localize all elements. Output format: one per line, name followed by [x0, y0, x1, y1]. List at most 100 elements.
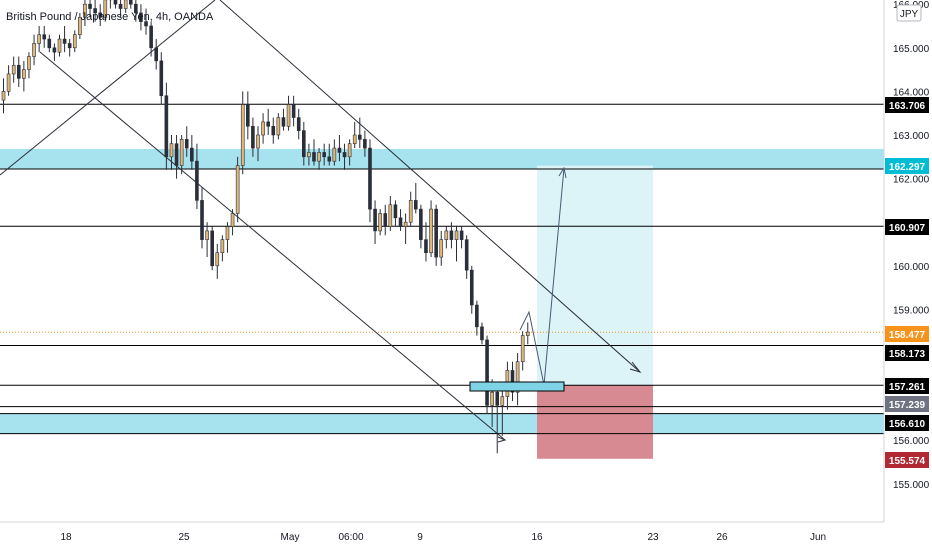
price-tag[interactable]: 158.173 — [885, 345, 929, 361]
price-tag-text: 158.173 — [889, 349, 926, 360]
trend-arrow-head — [497, 436, 507, 443]
candle-body-up — [256, 134, 260, 149]
candle — [378, 209, 382, 236]
candle — [337, 135, 342, 162]
x-axis-tick-label: 23 — [647, 532, 659, 543]
candle-body-up — [444, 230, 449, 240]
candle — [149, 21, 153, 57]
candle — [210, 226, 214, 271]
candle — [281, 108, 286, 131]
candle-body-down — [383, 213, 388, 227]
candle — [11, 56, 16, 83]
price-tag[interactable]: 160.907 — [885, 219, 929, 235]
candle — [266, 108, 270, 135]
candle — [327, 143, 332, 166]
candle — [57, 34, 62, 57]
candle — [1, 78, 6, 114]
candle — [88, 0, 92, 18]
candle — [123, 0, 128, 13]
candle — [475, 300, 479, 336]
price-tag[interactable]: 156.610 — [885, 415, 929, 431]
x-axis-tick-label: Jun — [810, 532, 826, 543]
price-tag[interactable]: 157.261 — [885, 378, 929, 394]
candle — [144, 8, 148, 35]
candle-body-down — [413, 200, 418, 210]
price-tag[interactable]: 158.477 — [885, 326, 929, 342]
candle-body-up — [261, 121, 265, 136]
candle — [184, 126, 189, 157]
candle-body-down — [469, 269, 474, 306]
candle — [510, 361, 515, 401]
candle — [322, 143, 326, 166]
candle — [128, 0, 133, 9]
candle-body-down — [266, 121, 270, 127]
y-axis-tick-label: 165.000 — [893, 44, 930, 55]
candle-body-down — [93, 8, 97, 14]
candle — [134, 0, 138, 22]
x-axis-tick-label: 26 — [716, 532, 728, 543]
entry-zone-box[interactable] — [469, 381, 565, 392]
candle-body-down — [449, 230, 454, 240]
candle — [515, 353, 520, 406]
candle-body-up — [72, 34, 77, 49]
candle — [307, 143, 311, 166]
candle — [83, 0, 87, 26]
candle-body-down — [98, 12, 103, 18]
trend-line — [39, 51, 506, 441]
candle-body-up — [429, 208, 433, 254]
candle-body-down — [174, 143, 179, 166]
candle — [271, 117, 276, 144]
candle — [37, 26, 41, 53]
candle — [347, 139, 352, 166]
candle — [520, 331, 525, 371]
trend-line — [219, 0, 641, 373]
candle — [205, 222, 209, 258]
candle — [139, 4, 143, 31]
trend-line — [0, 0, 216, 176]
candle — [22, 60, 26, 92]
candle-body-down — [200, 200, 204, 240]
candle — [195, 143, 199, 210]
candle-body-up — [276, 117, 281, 136]
price-tag[interactable]: 162.297 — [885, 158, 929, 174]
candle-body-up — [37, 34, 41, 44]
candle — [103, 0, 108, 22]
candle-body-down — [195, 160, 199, 201]
price-tag[interactable]: 155.574 — [885, 452, 929, 468]
currency-badge[interactable] — [896, 4, 922, 22]
y-axis-tick-label: 164.000 — [893, 87, 930, 98]
candle-body-down — [424, 239, 428, 254]
candle-body-up — [179, 139, 184, 166]
candle — [154, 39, 158, 70]
candle — [480, 322, 484, 345]
candle — [419, 204, 423, 249]
candle-body-down — [246, 104, 250, 127]
supply-demand-zone — [0, 413, 884, 434]
candle-body-down — [475, 304, 479, 328]
candle — [342, 143, 347, 170]
candle-body-up — [57, 38, 62, 53]
y-axis-tick-label: 160.000 — [893, 262, 930, 273]
candle — [403, 213, 408, 244]
candle — [93, 0, 97, 22]
candle-body-down — [495, 391, 500, 406]
candle-body-up — [32, 43, 36, 57]
price-tag[interactable]: 163.706 — [885, 97, 929, 113]
candle-body-down — [210, 230, 214, 267]
candle-body-down — [149, 25, 153, 49]
candle — [459, 226, 464, 249]
candle — [78, 12, 82, 40]
candle-body-down — [164, 95, 169, 158]
candle — [220, 235, 225, 262]
candle-body-down — [16, 64, 21, 79]
forecast-arrow-head — [558, 166, 567, 179]
candle-body-down — [113, 0, 118, 5]
candle-body-down — [281, 117, 286, 127]
price-tag-bg — [885, 345, 929, 361]
candle — [464, 235, 469, 279]
price-tag[interactable]: 157.239 — [885, 396, 929, 412]
candle — [276, 113, 281, 140]
candle-body-up — [1, 91, 6, 101]
candle-body-down — [291, 104, 296, 118]
